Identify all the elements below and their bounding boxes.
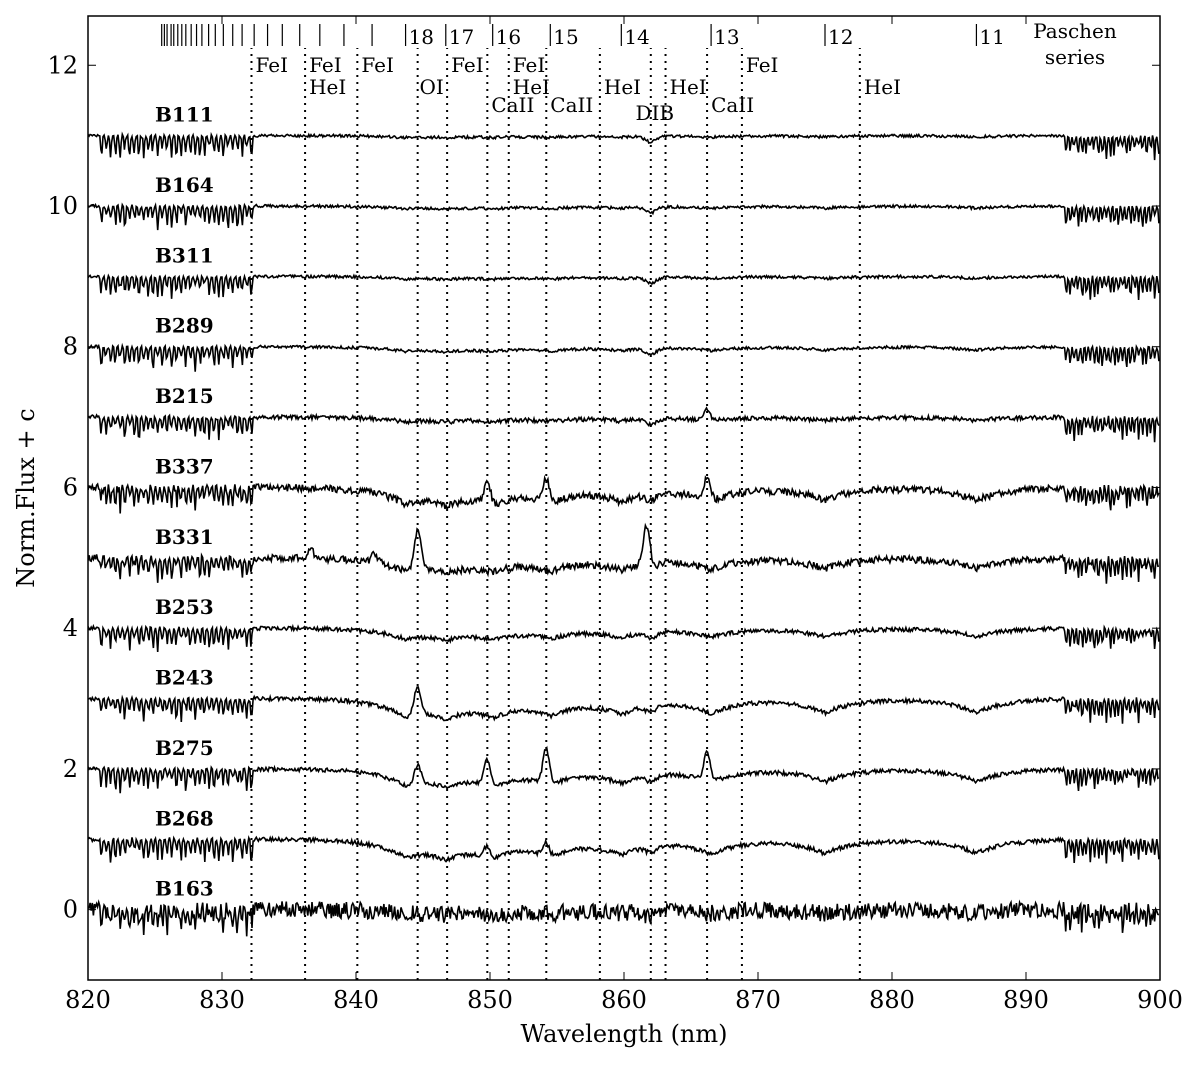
star-label: B163	[155, 877, 214, 901]
line-id-label: HeI	[604, 75, 641, 99]
star-label: B331	[155, 525, 214, 549]
star-label: B111	[155, 103, 214, 127]
paschen-label: 12	[828, 25, 853, 49]
y-tick-label: 2	[63, 755, 78, 783]
line-id-label: HeI	[864, 75, 901, 99]
paschen-label: 16	[496, 25, 521, 49]
y-axis-label: Norm.Flux + c	[12, 408, 40, 587]
y-tick-label: 8	[63, 333, 78, 361]
line-id-label: OI	[419, 75, 443, 99]
paschen-label: 14	[624, 25, 649, 49]
spectra-series	[88, 131, 1160, 937]
line-id-label: HeI	[513, 75, 550, 99]
plot-frame	[87, 15, 1161, 981]
paschen-label: 15	[553, 25, 578, 49]
spectrum-line-b311	[88, 273, 1160, 300]
y-tick-label: 10	[47, 192, 78, 220]
spectrum-line-b275	[88, 745, 1160, 794]
x-axis-label: Wavelength (nm)	[520, 1020, 727, 1048]
line-id-label: FeI	[746, 53, 779, 77]
x-tick-label: 890	[1003, 986, 1049, 1014]
y-tick-label: 6	[63, 473, 78, 501]
y-tick-label: 12	[47, 51, 78, 79]
spectrum-line-b289	[88, 342, 1160, 372]
line-id-label: HeI	[309, 75, 346, 99]
y-tick-label: 0	[63, 896, 78, 924]
line-id-label: CaII	[550, 93, 593, 117]
spectrum-line-b215	[88, 406, 1160, 443]
paschen-label: 11	[979, 25, 1004, 49]
line-id-label: FeI	[513, 53, 546, 77]
spectrum-line-b268	[88, 834, 1160, 864]
spectrum-line-b163	[88, 899, 1160, 937]
x-tick-label: 880	[869, 986, 915, 1014]
star-label: B243	[155, 666, 214, 690]
star-labels: B111 B164 B311 B289 B215 B337 B331 B253 B243 B275…	[155, 103, 214, 901]
star-label: B275	[155, 736, 214, 760]
axes: 820 830 840 850 860 870 880 890 900 0 2 4 6 8 10 12	[47, 16, 1183, 1014]
spectrum-line-b111	[88, 131, 1160, 161]
star-label: B215	[155, 384, 214, 408]
x-tick-label: 830	[199, 986, 245, 1014]
spectrum-line-b243	[88, 686, 1160, 724]
line-id-label: CaII	[491, 93, 534, 117]
spectrum-line-b331	[88, 522, 1159, 584]
line-id-label: FeI	[451, 53, 484, 77]
line-id-label: DIB	[635, 101, 674, 125]
paschen-label: 17	[449, 25, 474, 49]
line-id-markers	[250, 48, 861, 980]
line-id-labels: FeI FeIHeIFeIOIFeICaIIFeIHeICaIIHeIDIBHeI…	[255, 53, 901, 125]
star-label: B337	[155, 454, 214, 478]
spectrum-line-b164	[88, 202, 1160, 231]
paschen-label: 18	[409, 25, 434, 49]
star-label: B311	[155, 243, 214, 267]
star-label: B164	[155, 173, 214, 197]
spectrum-line-b253	[88, 623, 1160, 652]
star-label: B289	[155, 314, 214, 338]
line-id-label: FeI	[255, 53, 288, 77]
y-tick-label: 4	[63, 614, 78, 642]
line-id-label: HeI	[670, 75, 707, 99]
line-id-label: CaII	[711, 93, 754, 117]
spectrum-line-b337	[88, 474, 1160, 514]
line-id-label: FeI	[361, 53, 394, 77]
paschen-title: series	[1045, 45, 1105, 69]
star-label: B268	[155, 806, 214, 830]
x-tick-label: 820	[65, 986, 111, 1014]
star-label: B253	[155, 595, 214, 619]
x-tick-label: 860	[601, 986, 647, 1014]
x-tick-label: 850	[467, 986, 513, 1014]
x-tick-label: 900	[1137, 986, 1183, 1014]
x-tick-label: 870	[735, 986, 781, 1014]
line-id-label: FeI	[309, 53, 342, 77]
x-tick-label: 840	[333, 986, 379, 1014]
paschen-label: 13	[714, 25, 739, 49]
paschen-title: Paschen	[1033, 19, 1117, 43]
